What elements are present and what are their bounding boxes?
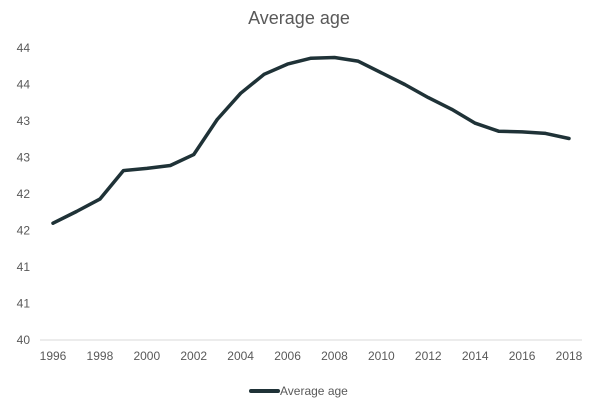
x-tick-label: 1996 xyxy=(40,349,67,363)
data-point xyxy=(356,59,360,63)
chart-title: Average age xyxy=(248,8,350,28)
y-tick-label: 40 xyxy=(17,333,31,347)
y-tick-label: 44 xyxy=(17,41,31,55)
data-point xyxy=(74,210,78,214)
data-point xyxy=(145,166,149,170)
data-point xyxy=(168,164,172,168)
data-point xyxy=(544,131,548,135)
y-tick-label: 41 xyxy=(17,297,31,311)
data-point xyxy=(215,118,219,122)
data-point xyxy=(192,153,196,157)
x-tick-label: 1998 xyxy=(87,349,114,363)
x-axis-ticks: 1996 1998 2000 2002 2004 2006 2008 2010 2012 2014… xyxy=(40,349,583,363)
y-tick-label: 43 xyxy=(17,114,31,128)
data-point xyxy=(239,91,243,95)
x-tick-label: 2004 xyxy=(227,349,254,363)
y-tick-label: 42 xyxy=(17,187,31,201)
data-point xyxy=(403,83,407,86)
data-point xyxy=(473,121,477,125)
x-tick-label: 2012 xyxy=(415,349,442,363)
y-tick-label: 44 xyxy=(17,78,31,92)
y-axis-ticks: 40 41 41 42 42 43 43 44 44 xyxy=(17,41,31,347)
series-line xyxy=(51,55,571,225)
x-tick-label: 2014 xyxy=(462,349,489,363)
y-tick-label: 41 xyxy=(17,260,31,274)
data-point xyxy=(332,55,336,59)
x-tick-label: 2008 xyxy=(321,349,348,363)
data-point xyxy=(520,130,524,134)
data-point xyxy=(497,129,501,133)
data-point xyxy=(121,169,125,173)
x-tick-label: 2010 xyxy=(368,349,395,363)
x-tick-label: 2018 xyxy=(556,349,583,363)
data-point xyxy=(567,137,571,141)
data-point xyxy=(286,62,290,66)
data-point xyxy=(379,71,383,75)
data-point xyxy=(262,72,266,76)
data-point xyxy=(450,107,454,111)
data-point xyxy=(309,56,313,60)
legend: Average age xyxy=(249,384,348,398)
data-point xyxy=(98,197,102,201)
legend-label: Average age xyxy=(280,384,348,398)
y-tick-label: 43 xyxy=(17,151,31,165)
data-point xyxy=(51,221,55,225)
x-tick-label: 2000 xyxy=(133,349,160,363)
y-tick-label: 42 xyxy=(17,224,31,238)
x-tick-label: 2002 xyxy=(180,349,207,363)
data-point xyxy=(426,96,430,100)
x-tick-label: 2006 xyxy=(274,349,301,363)
x-tick-label: 2016 xyxy=(509,349,536,363)
series-layer xyxy=(51,55,571,225)
